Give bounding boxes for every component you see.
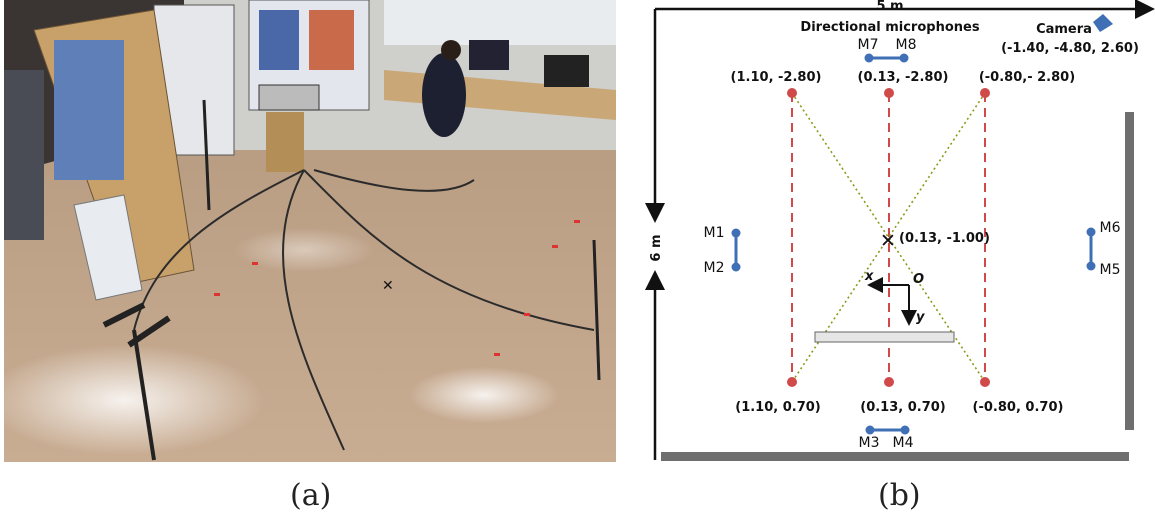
cable (303, 169, 595, 331)
point-label: (1.10, -2.80) (731, 70, 822, 85)
room-layout-diagram: 5 m 6 m Camera (-1.40, -4.80, 2.60) Dire… (645, 0, 1155, 461)
window (384, 0, 616, 45)
cable (282, 169, 345, 451)
monitor (469, 40, 509, 70)
camera-label: Camera (1036, 22, 1092, 37)
point-label: (0.13, 0.70) (860, 400, 946, 415)
floor-marker (494, 353, 500, 356)
point-label: (0.13, -2.80) (858, 70, 949, 85)
mic-label: M5 (1100, 262, 1121, 278)
floor-cross-marker: ✕ (382, 278, 394, 294)
floor-glare (409, 367, 559, 423)
floor-marker (252, 262, 258, 265)
center-coordinate: (0.13, -1.00) (899, 231, 990, 246)
table (814, 331, 955, 343)
mic-pair-m6-m5 (1086, 227, 1096, 271)
recycling-bin (73, 194, 143, 301)
person-head (441, 40, 461, 60)
shelving (4, 70, 44, 240)
camera-coordinate: (-1.40, -4.80, 2.60) (1001, 41, 1139, 56)
poster (259, 10, 299, 70)
mic-label: M2 (704, 260, 725, 276)
width-label: 5 m (876, 0, 903, 14)
floor-marker (552, 245, 558, 248)
floor-glare (4, 345, 264, 455)
point-label: (-0.80, 0.70) (973, 400, 1064, 415)
room-photo: ✕ (4, 0, 616, 462)
height-label: 6 m (649, 234, 664, 261)
person (422, 53, 466, 137)
floor-marker (524, 313, 530, 316)
position-point (980, 377, 990, 387)
position-point (787, 377, 797, 387)
point-label: (1.10, 0.70) (735, 400, 821, 415)
point-label: (-0.80,- 2.80) (979, 70, 1075, 85)
bottom-wall (661, 452, 1129, 461)
mic-label: M1 (704, 225, 725, 241)
stand (266, 112, 304, 172)
cabinet-poster (54, 40, 124, 180)
mic-stand (127, 315, 171, 348)
mic-label: M6 (1100, 220, 1121, 236)
cable (133, 169, 305, 331)
mic-label: M7 (858, 37, 879, 53)
mic-pair-m3-m4 (865, 425, 910, 435)
mic-label: M8 (896, 37, 917, 53)
mic-stand (592, 239, 601, 381)
cable (313, 169, 475, 192)
directional-microphones-label: Directional microphones (800, 20, 979, 35)
y-axis-label: y (916, 310, 925, 325)
position-point (884, 88, 894, 98)
mic-pair-m1-m2 (731, 228, 741, 272)
mic-pair-m7-m8 (864, 53, 909, 63)
mic-stand (132, 329, 156, 461)
caption-b: (b) (878, 478, 921, 513)
position-point (884, 377, 894, 387)
x-axis-label: x (864, 269, 874, 284)
mic-stand (102, 302, 146, 328)
poster (309, 10, 354, 70)
center-cross-icon: ✕ (880, 230, 896, 252)
camera-icon (1093, 14, 1113, 32)
checkerboard (258, 84, 320, 111)
position-point (787, 88, 797, 98)
caption-a: (a) (290, 478, 332, 513)
origin-label: O (913, 272, 924, 287)
mic-stand (202, 99, 211, 211)
mic-label: M4 (893, 435, 914, 451)
floor-marker (574, 220, 580, 223)
mic-label: M3 (859, 435, 880, 451)
position-point (980, 88, 990, 98)
monitor (544, 55, 589, 87)
floor-glare (234, 228, 374, 272)
right-wall (1125, 112, 1134, 430)
floor-marker (214, 293, 220, 296)
